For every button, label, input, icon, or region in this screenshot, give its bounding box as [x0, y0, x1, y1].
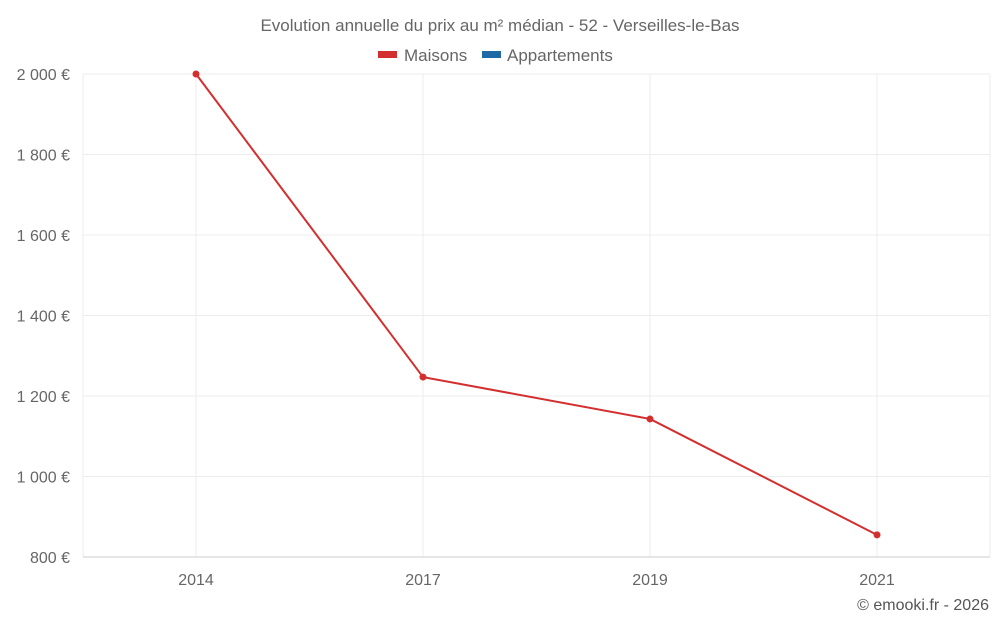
legend-label: Maisons — [404, 46, 467, 65]
legend-swatch — [378, 51, 397, 58]
legend-item-maisons[interactable]: Maisons — [378, 46, 467, 65]
chart-legend: Maisons Appartements — [378, 46, 613, 65]
y-tick-label: 2 000 € — [17, 67, 70, 84]
y-tick-label: 1 200 € — [17, 389, 70, 406]
grid-layer — [82, 73, 991, 557]
x-tick-label: 2017 — [405, 572, 441, 589]
chart-credit: © emooki.fr - 2026 — [857, 597, 989, 614]
axis-layer: 2 000 € 1 800 € 1 600 € 1 400 € 1 200 € 1 000… — [17, 67, 990, 589]
legend-item-appartements[interactable]: Appartements — [482, 46, 613, 65]
x-tick-label: 2019 — [632, 572, 668, 589]
y-tick-label: 1 600 € — [17, 228, 70, 245]
x-tick-label: 2021 — [859, 572, 895, 589]
x-tick-label: 2014 — [178, 572, 214, 589]
data-point[interactable] — [419, 373, 427, 381]
data-point[interactable] — [192, 70, 200, 78]
series-layer — [192, 70, 881, 539]
y-tick-label: 1 800 € — [17, 148, 70, 165]
legend-swatch — [482, 51, 501, 58]
data-point[interactable] — [646, 415, 654, 423]
y-tick-label: 1 000 € — [17, 470, 70, 487]
data-point[interactable] — [873, 531, 881, 539]
y-tick-label: 1 400 € — [17, 309, 70, 326]
legend-label: Appartements — [507, 46, 613, 65]
series-line-maisons — [195, 73, 878, 536]
y-tick-label: 800 € — [30, 550, 70, 567]
chart-title: Evolution annuelle du prix au m² médian … — [260, 16, 739, 35]
